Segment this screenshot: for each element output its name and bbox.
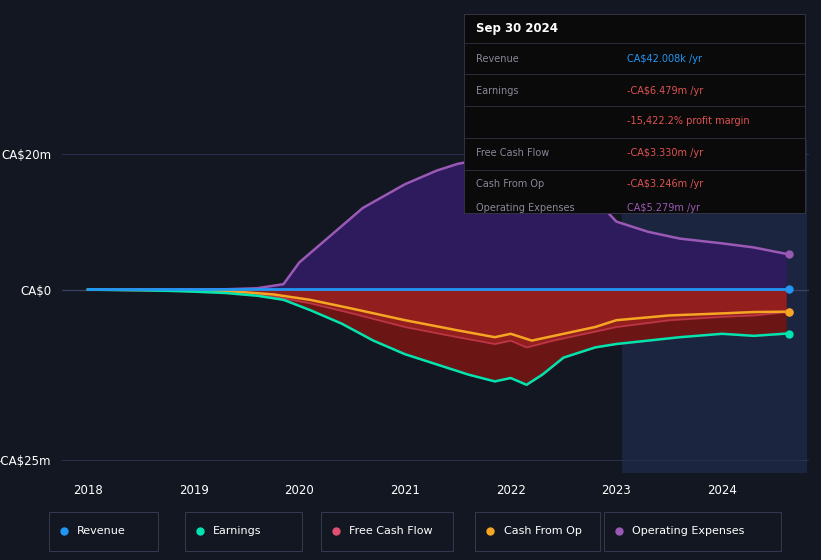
Text: Earnings: Earnings [476,86,518,96]
Text: CA$5.279m /yr: CA$5.279m /yr [627,203,700,213]
Text: Cash From Op: Cash From Op [504,526,582,535]
Text: Cash From Op: Cash From Op [476,179,544,189]
Text: -CA$6.479m /yr: -CA$6.479m /yr [627,86,704,96]
Text: Operating Expenses: Operating Expenses [632,526,745,535]
Text: Revenue: Revenue [476,54,519,64]
Text: Revenue: Revenue [77,526,126,535]
Text: -CA$3.330m /yr: -CA$3.330m /yr [627,148,704,158]
Text: CA$42.008k /yr: CA$42.008k /yr [627,54,703,64]
Text: -15,422.2% profit margin: -15,422.2% profit margin [627,116,750,127]
Text: Earnings: Earnings [213,526,262,535]
Text: Free Cash Flow: Free Cash Flow [476,148,549,158]
Text: Sep 30 2024: Sep 30 2024 [476,22,557,35]
Text: -CA$3.246m /yr: -CA$3.246m /yr [627,179,704,189]
Text: Operating Expenses: Operating Expenses [476,203,575,213]
Bar [621,140,806,473]
Text: Free Cash Flow: Free Cash Flow [349,526,433,535]
